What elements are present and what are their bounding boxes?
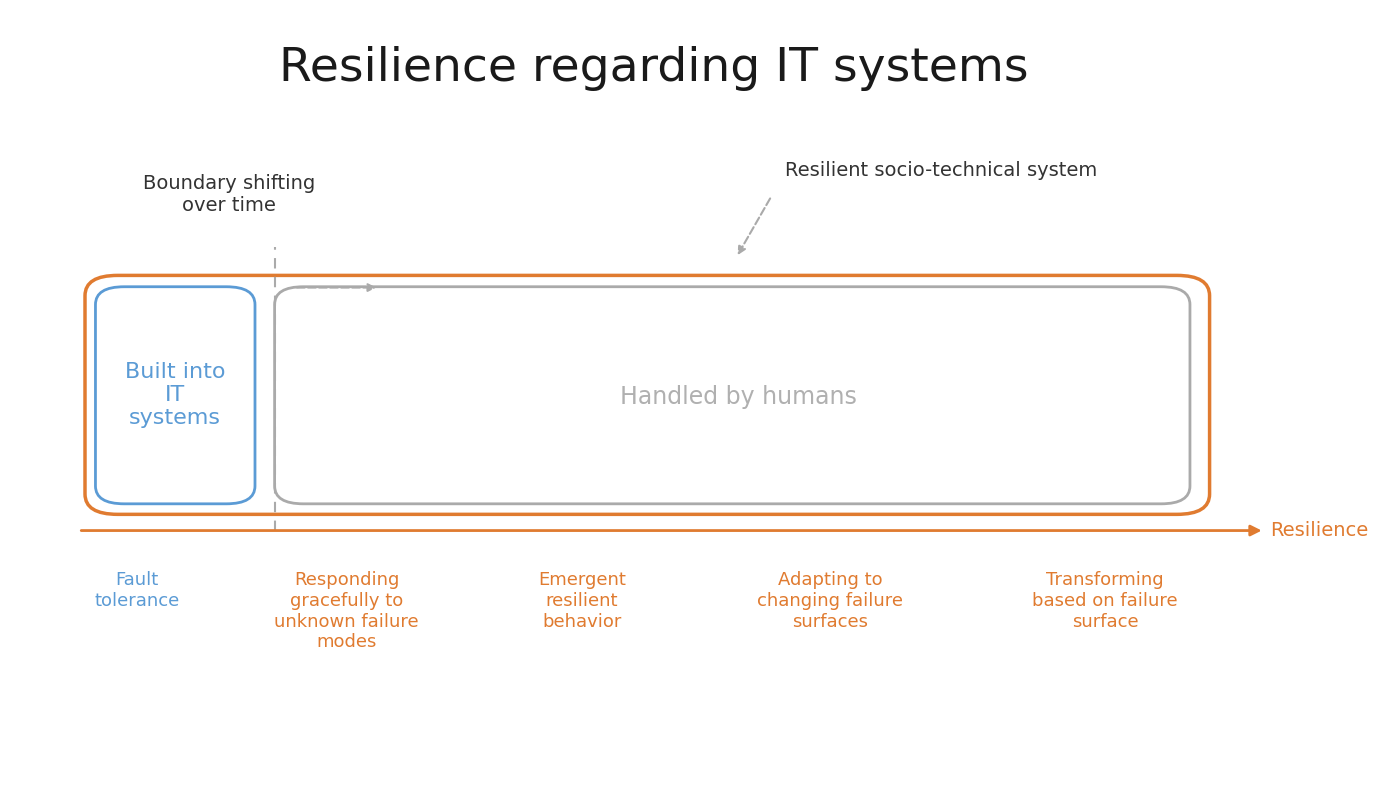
Text: Transforming
based on failure
surface: Transforming based on failure surface: [1033, 571, 1178, 631]
Text: Handled by humans: Handled by humans: [620, 385, 857, 409]
Text: Resilient socio-technical system: Resilient socio-technical system: [785, 160, 1097, 180]
Text: Emergent
resilient
behavior: Emergent resilient behavior: [538, 571, 626, 631]
Text: Resilience regarding IT systems: Resilience regarding IT systems: [279, 46, 1028, 92]
Text: Fault
tolerance: Fault tolerance: [95, 571, 180, 610]
Text: Resilience: Resilience: [1269, 521, 1368, 540]
Text: Boundary shifting
over time: Boundary shifting over time: [143, 174, 315, 215]
Text: Responding
gracefully to
unknown failure
modes: Responding gracefully to unknown failure…: [274, 571, 419, 651]
Text: Adapting to
changing failure
surfaces: Adapting to changing failure surfaces: [758, 571, 903, 631]
Text: Built into
IT
systems: Built into IT systems: [125, 362, 226, 428]
